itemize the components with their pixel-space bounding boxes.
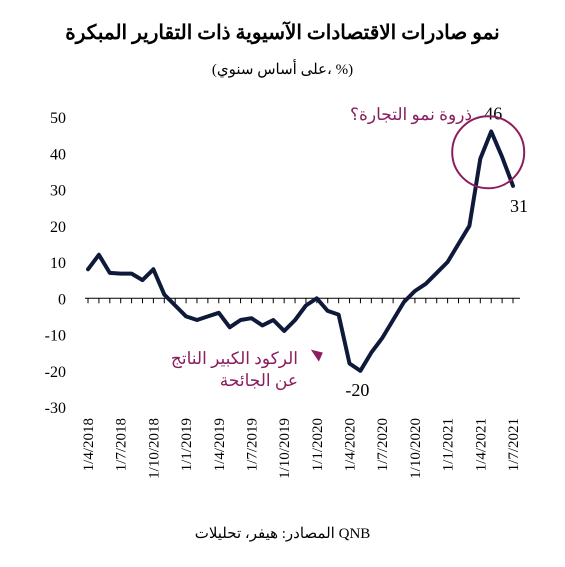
x-tick-label: 1/7/2018 [114,418,130,471]
annotation-layer: 46 31 -20 ذروة نمو التجارة؟ الركود الكبير ال… [171,104,528,400]
y-tick-label: -10 [45,328,66,345]
x-tick-label: 1/4/2018 [81,418,97,471]
x-tick-label: 1/7/2020 [375,418,391,471]
x-tick-label: 1/10/2020 [408,418,424,479]
x-tick-label: 1/10/2019 [277,418,293,479]
value-label-latest: 31 [510,196,528,216]
x-tick-label: 1/4/2021 [473,418,489,471]
y-tick-label: 40 [50,146,66,163]
x-tick-label: 1/1/2020 [310,418,326,471]
x-tick-label: 1/7/2021 [506,418,522,471]
chart-subtitle: (على أساس سنوي، %) [211,62,354,78]
recession-arrowhead [310,349,323,362]
recession-annotation-line: الركود الكبير الناتج [171,349,298,369]
peak-annotation: ذروة نمو التجارة؟ [350,105,472,125]
chart-title: نمو صادرات الاقتصادات الآسيوية ذات التقا… [65,22,500,44]
value-label-trough: -20 [345,380,369,400]
y-tick-label: -30 [45,400,66,417]
value-label-peak: 46 [484,104,502,124]
chart-axes: 50 40 30 20 10 0 -10 -20 -30 1/4/2018 1/7/2018 1/10… [45,110,522,479]
peak-highlight-circle [451,115,526,190]
source-note: المصادر: هيفر، تحليلات QNB [194,526,371,542]
y-tick-label: 20 [50,219,66,236]
x-tick-label: 1/1/2019 [179,418,195,471]
recession-annotation-line: عن الجائحة [220,371,298,391]
x-tick-label: 1/1/2021 [441,418,457,471]
x-tick-label: 1/4/2020 [343,418,359,471]
y-tick-label: -20 [45,364,66,381]
x-tick-label: 1/7/2019 [244,418,260,471]
y-tick-label: 50 [50,110,66,127]
x-tick-label: 1/4/2019 [212,418,228,471]
x-tick-label: 1/10/2018 [146,418,162,479]
y-tick-label: 0 [58,291,66,308]
series-line [86,129,515,373]
y-tick-label: 10 [50,255,66,272]
y-tick-label: 30 [50,183,66,200]
series-layer [86,129,515,373]
